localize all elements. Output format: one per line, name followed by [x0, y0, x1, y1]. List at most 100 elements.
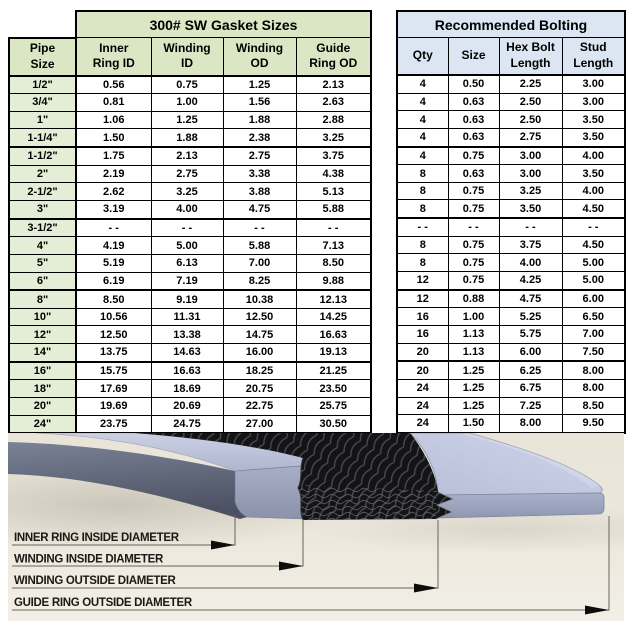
pipe-size-cell: 1-1/2"	[8, 146, 77, 166]
value-cell: 2.75	[222, 146, 297, 166]
value-cell: 1.50	[75, 128, 152, 149]
pipe-size-cell: 4"	[8, 236, 77, 255]
value-cell: 7.50	[561, 342, 627, 363]
value-cell: 8.50	[75, 289, 152, 309]
label-winding-inside-diameter: WINDING INSIDE DIAMETER	[14, 554, 164, 566]
table-row: 16 1.00 5.25 6.50	[396, 307, 627, 326]
table-row: 24 1.25 7.25 8.50	[396, 396, 627, 416]
pipe-size-cell: 3"	[8, 199, 77, 220]
value-cell: 0.75	[150, 74, 224, 95]
value-cell: 7.13	[295, 236, 372, 255]
table-row: 18" 17.69 18.69 20.75 23.50	[8, 379, 372, 399]
value-cell: 5.00	[561, 271, 627, 291]
value-cell: 23.50	[295, 379, 372, 399]
table-row: 20 1.25 6.25 8.00	[396, 360, 627, 380]
pipe-size-cell: 18"	[8, 379, 77, 399]
qty-cell: 8	[396, 253, 449, 273]
value-cell: 27.00	[222, 414, 297, 435]
value-cell: 1.06	[75, 110, 152, 130]
value-cell: 5.25	[498, 307, 563, 326]
value-cell: 9.50	[561, 414, 627, 434]
value-cell: 2.13	[295, 74, 372, 95]
table-row: 1" 1.06 1.25 1.88 2.88	[8, 110, 372, 130]
value-cell: 5.75	[498, 324, 563, 344]
value-cell: 12.50	[75, 325, 152, 345]
pipe-size-cell: 24"	[8, 414, 77, 435]
qty-cell: 8	[396, 181, 449, 201]
gasket-diagram-svg: INNER RING INSIDE DIAMETER WINDING INSID…	[8, 433, 624, 621]
inner-ring-chamfer	[8, 442, 247, 519]
value-cell: 1.75	[75, 146, 152, 166]
value-cell: 22.75	[222, 397, 297, 416]
value-cell: 4.00	[498, 253, 563, 273]
col-header-stud-length: Stud Length	[561, 37, 627, 76]
value-cell: 4.50	[561, 199, 627, 220]
value-cell: 4.50	[561, 235, 627, 255]
label-winding-outside-diameter: WINDING OUTSIDE DIAMETER	[14, 575, 176, 587]
spiral-winding-graphic	[135, 433, 455, 521]
value-cell: 18.25	[222, 361, 297, 381]
value-cell: 8.00	[498, 414, 563, 434]
gasket-cross-section-diagram: INNER RING INSIDE DIAMETER WINDING INSID…	[8, 433, 624, 621]
table-row: 3/4" 0.81 1.00 1.56 2.63	[8, 93, 372, 112]
table-row: 3" 3.19 4.00 4.75 5.88	[8, 199, 372, 220]
qty-cell: 24	[396, 414, 449, 434]
qty-cell: 20	[396, 342, 449, 363]
value-cell: 5.19	[75, 253, 152, 273]
value-cell: 2.38	[222, 128, 297, 149]
value-cell: 6.50	[561, 307, 627, 326]
qty-cell: 4	[396, 146, 449, 166]
value-cell: 4.25	[498, 271, 563, 291]
value-cell: 8.00	[561, 360, 627, 380]
value-cell: 0.50	[447, 74, 500, 94]
table-row: 1-1/4" 1.50 1.88 2.38 3.25	[8, 128, 372, 149]
value-cell: 3.75	[295, 146, 372, 166]
value-cell: - -	[222, 218, 297, 238]
qty-cell: 8	[396, 164, 449, 183]
value-cell: 11.31	[150, 307, 224, 327]
value-cell: 20.75	[222, 379, 297, 399]
value-cell: 6.00	[498, 342, 563, 363]
pipe-size-cell: 3/4"	[8, 93, 77, 112]
value-cell: 2.75	[150, 164, 224, 184]
qty-cell: 4	[396, 127, 449, 148]
gasket-title-row: 300# SW Gasket Sizes	[9, 10, 372, 38]
value-cell: 1.00	[150, 93, 224, 112]
value-cell: 13.75	[75, 343, 152, 363]
value-cell: 4.75	[498, 289, 563, 309]
value-cell: 14.25	[295, 307, 372, 327]
col-header-pipe-size: Pipe Size	[8, 36, 77, 77]
value-cell: - -	[498, 217, 563, 237]
table-row: - -- -- -- -	[396, 217, 627, 237]
value-cell: 6.25	[498, 360, 563, 380]
arrow-winding-od	[414, 583, 438, 593]
col-header-inner-ring-id: Inner Ring ID	[75, 37, 152, 77]
value-cell: 12.13	[295, 289, 372, 309]
table-row: 12" 12.50 13.38 14.75 16.63	[8, 325, 372, 345]
value-cell: 1.13	[447, 342, 500, 363]
value-cell: 3.25	[295, 128, 372, 149]
table-row: 4 0.75 3.00 4.00	[396, 146, 627, 166]
value-cell: 3.50	[561, 127, 627, 148]
value-cell: 16.00	[222, 343, 297, 363]
table-row: 12 0.88 4.75 6.00	[396, 289, 627, 309]
value-cell: 2.62	[75, 182, 152, 201]
value-cell: 23.75	[75, 414, 152, 435]
value-cell: - -	[447, 217, 500, 237]
table-row: 10" 10.56 11.31 12.50 14.25	[8, 307, 372, 327]
value-cell: 1.00	[447, 307, 500, 326]
value-cell: 5.88	[295, 199, 372, 220]
bolting-table-title: Recommended Bolting	[395, 10, 627, 38]
gasket-header-row: Pipe Size Inner Ring ID Winding ID Winding O…	[8, 36, 372, 77]
value-cell: 0.75	[447, 146, 500, 166]
value-cell: 12.50	[222, 307, 297, 327]
value-cell: 3.00	[498, 164, 563, 183]
value-cell: 10.38	[222, 289, 297, 309]
value-cell: 5.13	[295, 182, 372, 201]
value-cell: - -	[295, 218, 372, 238]
label-inner-ring-inside-diameter: INNER RING INSIDE DIAMETER	[14, 532, 180, 544]
table-row: 4 0.63 2.50 3.00	[396, 92, 627, 112]
qty-cell: 4	[396, 92, 449, 112]
gasket-table-title: 300# SW Gasket Sizes	[75, 10, 372, 38]
